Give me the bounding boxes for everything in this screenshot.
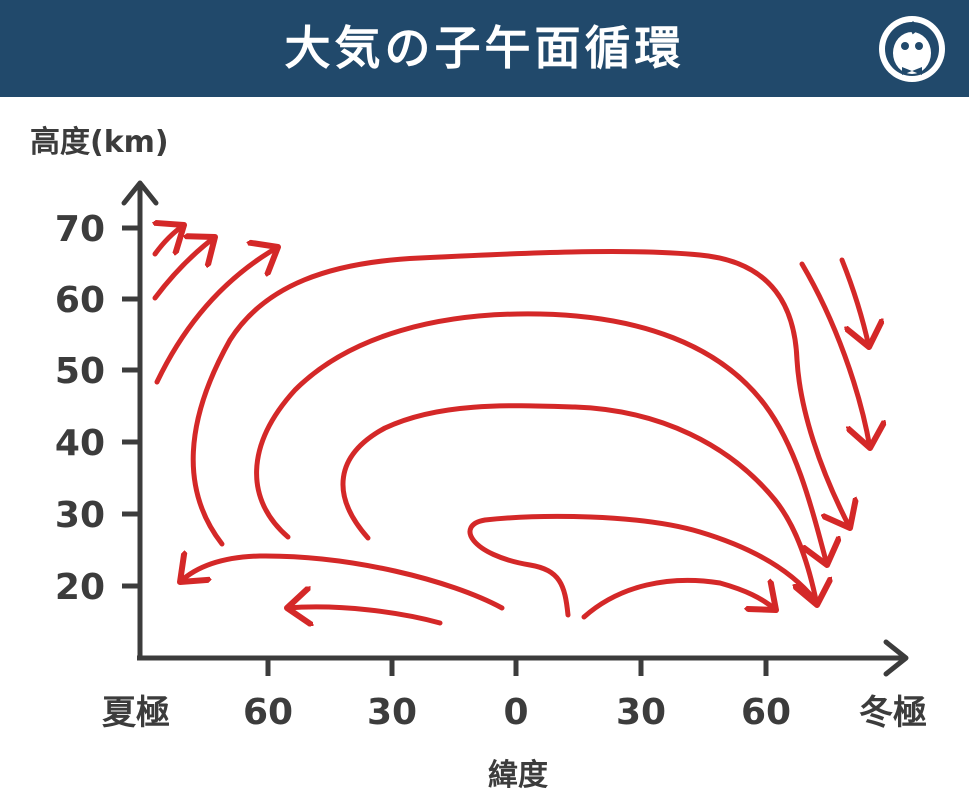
y-axis	[121, 180, 159, 658]
x-tick-label-30-summer: 30	[367, 692, 417, 733]
arrow-summer-pole-2	[152, 237, 215, 301]
y-tick-label-30: 30	[55, 495, 105, 536]
x-ticks	[265, 658, 769, 676]
x-tick-label-winter-pole: 冬極	[859, 693, 927, 733]
y-tick-label-40: 40	[55, 423, 105, 464]
x-axis-title: 緯度	[488, 758, 548, 793]
y-tick-label-50: 50	[55, 351, 105, 392]
x-tick-label-60-summer: 60	[243, 692, 293, 733]
y-tick-label-60: 60	[55, 280, 105, 321]
y-axis-title: 高度(km)	[30, 125, 169, 160]
arrow-winter-pole-2	[799, 261, 870, 448]
arrow-summer-pole-1	[155, 225, 184, 257]
x-tick-label-summer-pole: 夏極	[102, 693, 170, 733]
arrow-lower-summer-1	[180, 556, 505, 611]
arrow-winter-pole-1	[839, 257, 869, 347]
y-tick-label-20: 20	[55, 567, 105, 608]
header-bar	[0, 0, 969, 97]
y-tick-label-70: 70	[55, 209, 105, 250]
arrow-lower-summer-2	[287, 607, 443, 623]
arrow-outer-loop	[190, 249, 850, 547]
x-tick-label-60-winter: 60	[741, 692, 791, 733]
arrow-second-loop	[254, 311, 827, 565]
arrow-inner-loop	[467, 513, 818, 618]
arrow-third-loop	[340, 403, 817, 605]
page-title: 大気の子午面循環	[284, 21, 685, 75]
arrow-summer-pole-3	[154, 247, 278, 385]
x-tick-label-30-winter: 30	[616, 692, 666, 733]
y-ticks	[122, 225, 140, 589]
penguin-mascot-icon	[879, 16, 945, 82]
x-axis	[137, 639, 909, 677]
x-tick-label-0: 0	[503, 692, 528, 733]
arrow-lower-winter	[581, 577, 776, 620]
